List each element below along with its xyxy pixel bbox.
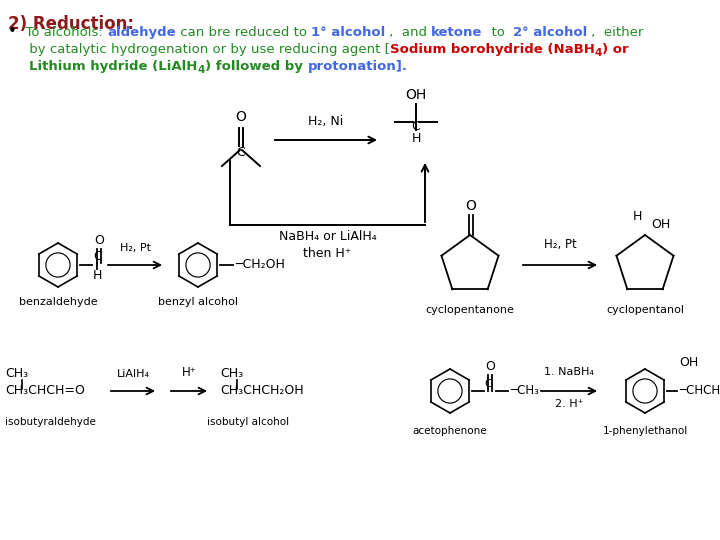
Text: ketone: ketone [431,26,482,39]
Text: benzyl alcohol: benzyl alcohol [158,297,238,307]
Text: 1-phenylethanol: 1-phenylethanol [603,426,688,436]
Text: cyclopentanone: cyclopentanone [426,305,514,315]
Text: aldehyde: aldehyde [107,26,176,39]
Text: C: C [237,146,246,159]
Text: by catalytic hydrogenation or by use reducing agent [: by catalytic hydrogenation or by use red… [8,43,390,56]
Text: acetophenone: acetophenone [413,426,487,436]
Text: protonation].: protonation]. [307,60,408,73]
Text: 2° alcohol: 2° alcohol [513,26,588,39]
Text: O: O [466,199,477,213]
Text: C: C [412,120,420,133]
Text: NaBH₄ or LiAlH₄: NaBH₄ or LiAlH₄ [279,230,377,243]
Text: ) or: ) or [602,43,629,56]
Text: ,  either: , either [588,26,644,39]
Text: ─CHCH₃: ─CHCH₃ [679,384,720,397]
Text: 2. H⁺: 2. H⁺ [554,399,583,409]
Text: H: H [92,269,102,282]
Text: H: H [632,210,642,223]
Text: ─CH₃: ─CH₃ [510,384,539,397]
Text: 1° alcohol: 1° alcohol [311,26,385,39]
Text: CH₃: CH₃ [5,367,28,380]
Text: O: O [235,110,246,124]
Text: 4: 4 [595,48,602,58]
Text: LiAlH₄: LiAlH₄ [117,369,150,379]
Text: CH₃: CH₃ [220,367,243,380]
Text: Sodium borohydride (NaBH: Sodium borohydride (NaBH [390,43,595,56]
Text: O: O [94,234,104,247]
Text: 1. NaBH₄: 1. NaBH₄ [544,367,594,377]
Text: C: C [93,250,102,263]
Text: CH₃CHCH₂OH: CH₃CHCH₂OH [220,384,304,397]
Text: H: H [411,132,420,145]
Text: isobutyraldehyde: isobutyraldehyde [5,417,96,427]
Text: OH: OH [651,218,670,231]
Text: 4: 4 [197,65,205,75]
Text: then H⁺: then H⁺ [303,247,351,260]
Text: To alcohols:: To alcohols: [17,26,107,39]
Text: H₂, Ni: H₂, Ni [308,115,343,128]
Text: cyclopentanol: cyclopentanol [606,305,684,315]
Text: Lithium hydride (LiAlH: Lithium hydride (LiAlH [30,60,197,73]
Text: H⁺: H⁺ [181,366,197,379]
Text: can bre reduced to: can bre reduced to [176,26,311,39]
Text: CH₃CHCH=O: CH₃CHCH=O [5,384,85,397]
Text: ) followed by: ) followed by [205,60,307,73]
Text: H₂, Pt: H₂, Pt [120,243,150,253]
Text: C: C [484,379,492,389]
Text: ─CH₂OH: ─CH₂OH [235,259,285,272]
Text: H₂, Pt: H₂, Pt [544,238,577,251]
Text: benzaldehyde: benzaldehyde [19,297,97,307]
Text: •: • [8,24,17,39]
Text: ,  and: , and [385,26,431,39]
Text: OH: OH [405,88,427,102]
Text: isobutyl alcohol: isobutyl alcohol [207,417,289,427]
Text: O: O [485,360,495,373]
Text: to: to [482,26,513,39]
Text: OH: OH [679,356,698,369]
Text: 2) Reduction:: 2) Reduction: [8,15,134,33]
